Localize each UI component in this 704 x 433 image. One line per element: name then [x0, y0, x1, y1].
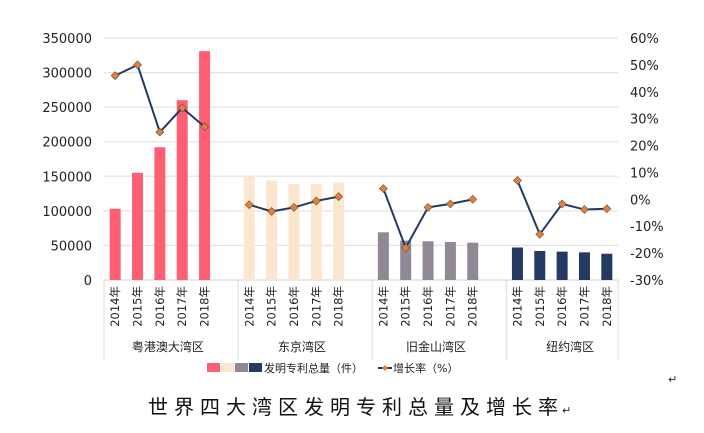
growth-marker [580, 205, 589, 214]
legend-swatch [249, 363, 262, 372]
year-label: 2015年 [131, 286, 145, 327]
y-tick-label: 100000 [42, 205, 92, 220]
y2-tick-label: 60% [630, 32, 659, 47]
bar [400, 240, 412, 280]
bar [534, 250, 546, 280]
bar [199, 51, 211, 280]
year-label: 2017年 [309, 286, 323, 327]
bar [578, 252, 590, 280]
paragraph-mark: ↵ [562, 404, 571, 417]
year-label: 2014年 [242, 286, 256, 327]
bar [444, 241, 456, 280]
growth-marker [110, 71, 120, 81]
growth-marker [311, 196, 321, 206]
year-label: 2018年 [600, 286, 614, 327]
y2-tick-label: 30% [630, 113, 659, 128]
growth-marker [200, 122, 209, 132]
growth-marker [155, 127, 165, 137]
bar [601, 253, 613, 280]
year-label: 2016年 [555, 286, 569, 327]
growth-marker [423, 202, 433, 212]
legend-swatch [221, 363, 234, 372]
bar [333, 182, 345, 280]
bar [467, 242, 479, 280]
paragraph-mark: ↵ [668, 373, 677, 386]
growth-marker [602, 204, 612, 214]
y2-tick-label: -30% [630, 274, 664, 289]
growth-marker [445, 199, 455, 209]
growth-line [382, 188, 473, 251]
legend-swatch [207, 363, 220, 372]
y-tick-label: 0 [84, 274, 92, 289]
year-label: 2018年 [198, 286, 212, 327]
year-label: 2018年 [466, 286, 480, 327]
bar [422, 241, 434, 280]
y2-tick-label: 0% [630, 193, 651, 208]
y-tick-label: 50000 [51, 239, 92, 254]
y-tick-label: 350000 [42, 32, 92, 47]
year-label: 2016年 [287, 286, 301, 327]
bar [243, 176, 255, 280]
growth-line [114, 63, 206, 135]
year-label: 2016年 [153, 286, 167, 327]
bar [511, 247, 523, 280]
bar [132, 172, 144, 280]
group-label: 东京湾区 [278, 339, 326, 354]
growth-marker [177, 103, 187, 113]
year-label: 2017年 [175, 286, 189, 327]
bar [310, 183, 322, 280]
year-label: 2014年 [376, 286, 390, 327]
year-label: 2015年 [399, 286, 413, 327]
chart-title: 世界四大湾区发明专利总量及增长率 [148, 395, 564, 419]
year-label: 2017年 [443, 286, 457, 327]
bar [176, 100, 188, 280]
bar [109, 208, 121, 280]
legend-swatch [235, 363, 248, 372]
year-label: 2014年 [108, 286, 122, 327]
y2-tick-label: -10% [630, 220, 664, 235]
y-tick-label: 250000 [42, 101, 92, 116]
legend-line-label: 增长率（%） [393, 361, 458, 375]
bar [154, 147, 166, 280]
year-label: 2014年 [510, 286, 524, 327]
bar [288, 183, 300, 280]
year-label: 2015年 [533, 286, 547, 327]
legend-marker-icon [382, 365, 388, 371]
growth-marker [334, 192, 344, 202]
y2-tick-label: -20% [630, 247, 664, 262]
growth-marker [513, 176, 522, 185]
year-label: 2018年 [332, 286, 346, 327]
y-tick-label: 300000 [42, 67, 92, 82]
growth-marker [244, 200, 254, 210]
legend-bars-label: 发明专利总量（件） [264, 361, 363, 375]
growth-marker [289, 202, 299, 212]
growth-marker [557, 199, 567, 209]
growth-marker [378, 184, 388, 194]
y-tick-label: 200000 [42, 136, 92, 151]
growth-marker [401, 243, 411, 253]
y2-tick-label: 20% [630, 140, 659, 155]
year-label: 2016年 [421, 286, 435, 327]
growth-marker [468, 194, 478, 204]
group-label: 纽约湾区 [546, 339, 594, 354]
group-label: 旧金山湾区 [406, 339, 466, 354]
year-label: 2015年 [265, 286, 279, 327]
growth-marker [535, 229, 545, 239]
y2-tick-label: 10% [630, 166, 659, 181]
growth-marker [133, 60, 142, 70]
bar [556, 251, 568, 280]
year-label: 2017年 [577, 286, 591, 327]
y-tick-label: 150000 [42, 170, 92, 185]
growth-marker [267, 207, 277, 216]
bar [266, 180, 278, 280]
y2-tick-label: 40% [630, 86, 659, 101]
bar [377, 232, 389, 280]
group-label: 粤港澳大湾区 [132, 339, 204, 354]
y2-tick-label: 50% [630, 59, 659, 74]
